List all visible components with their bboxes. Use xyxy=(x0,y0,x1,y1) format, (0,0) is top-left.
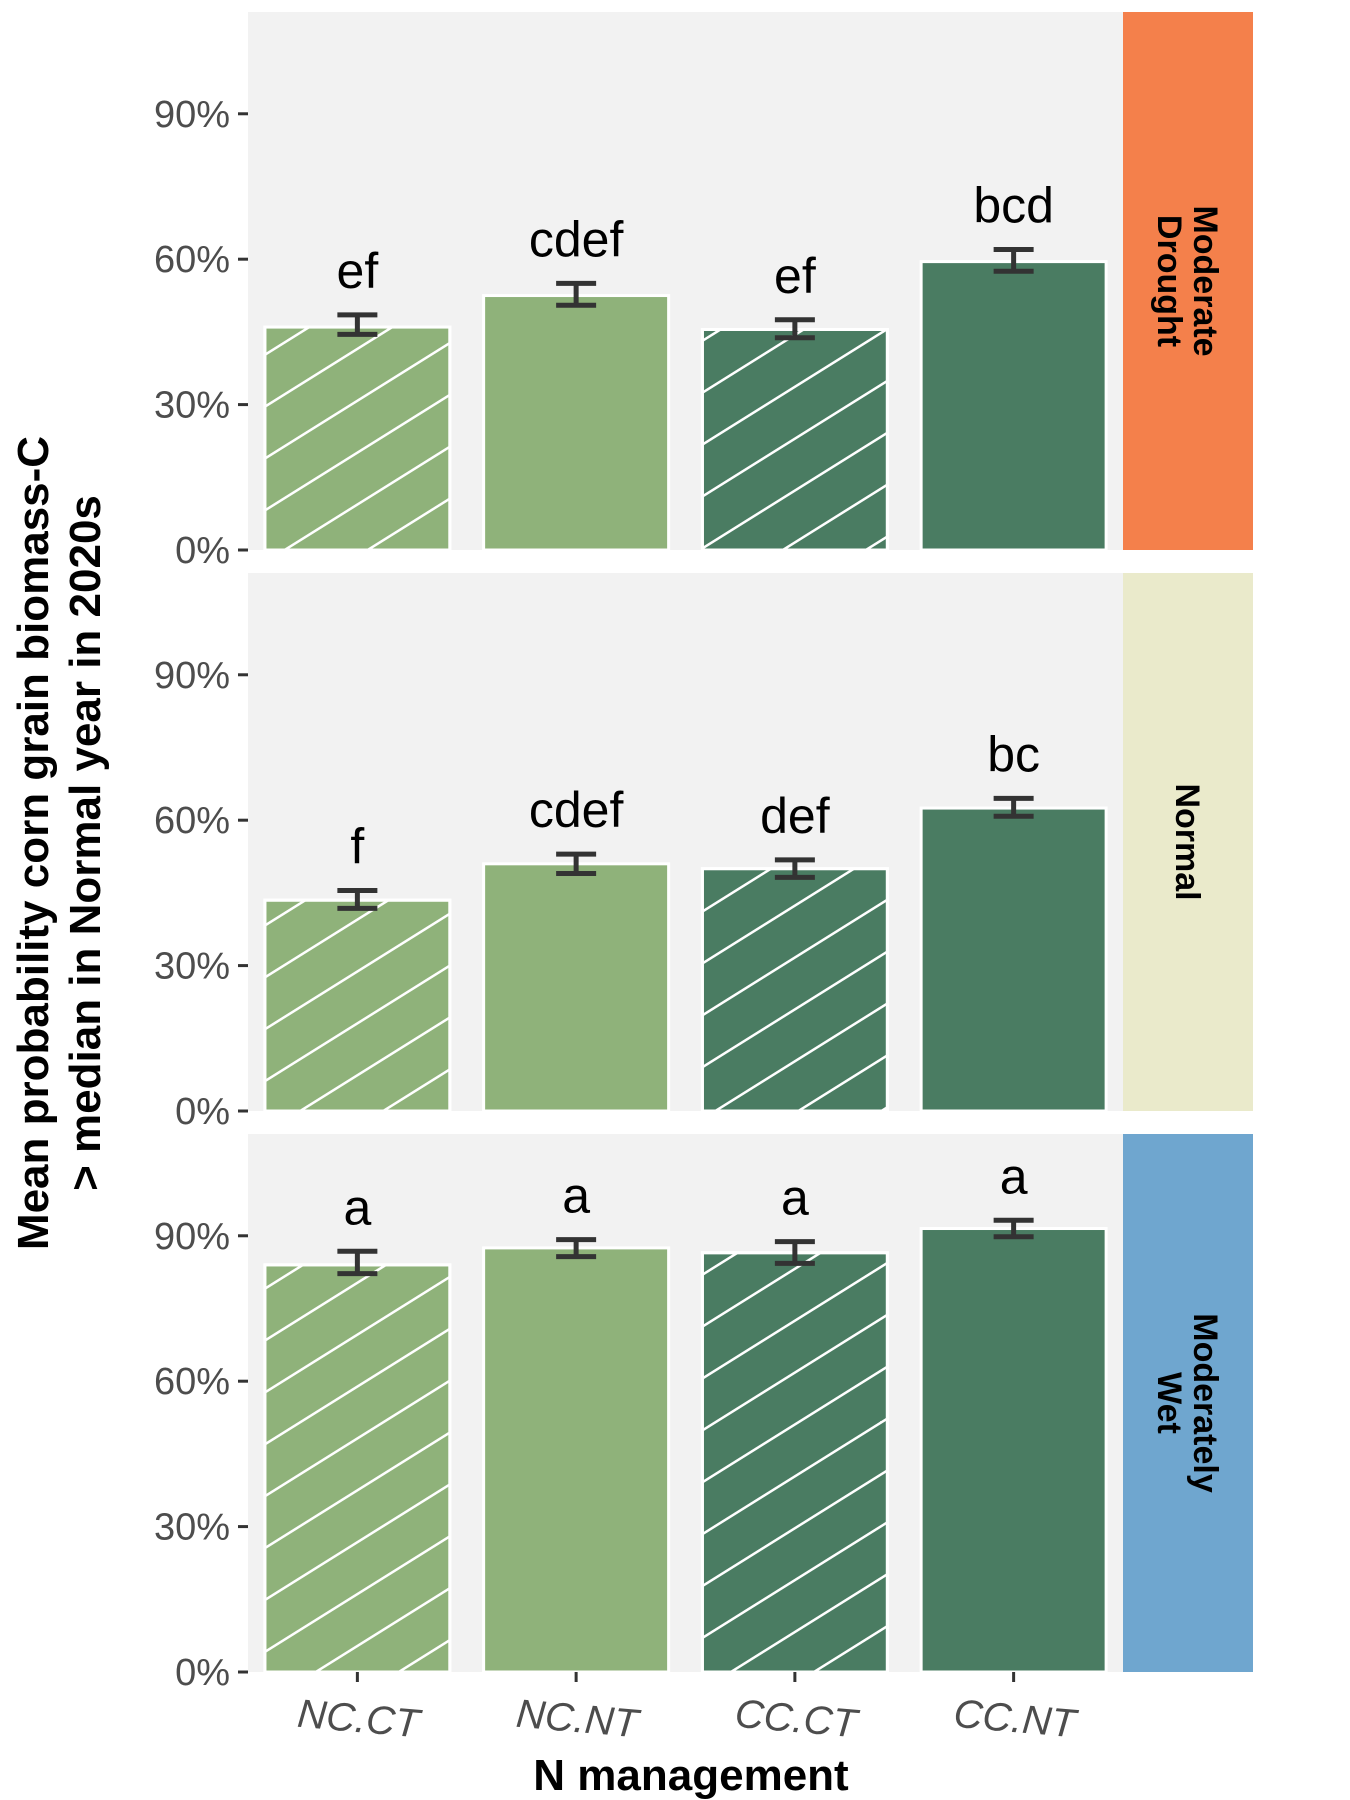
error-bar xyxy=(774,1239,815,1266)
significance-letter: ef xyxy=(774,248,816,304)
y-tick-label: 0% xyxy=(175,1652,230,1694)
bar xyxy=(482,294,671,552)
bar xyxy=(919,1227,1108,1674)
bar-hatch xyxy=(700,327,889,552)
y-tick-label: 30% xyxy=(154,385,230,427)
significance-letter: a xyxy=(781,1170,809,1226)
facet-strip xyxy=(1123,12,1253,550)
facet-strip-label: Moderately xyxy=(1186,1313,1224,1493)
bar xyxy=(482,862,671,1113)
x-tick-label: CC.CT xyxy=(733,1692,861,1747)
error-bar xyxy=(993,1217,1034,1240)
error-bar xyxy=(993,795,1034,819)
bar-hatch xyxy=(700,867,889,1113)
bar-hatch xyxy=(700,1251,889,1674)
y-axis-title-line-1: Mean probability corn grain biomass-C xyxy=(9,436,58,1250)
significance-letter: a xyxy=(1000,1148,1028,1204)
facet-strip xyxy=(1123,573,1253,1111)
y-tick-label: 60% xyxy=(154,800,230,842)
significance-letter: f xyxy=(350,818,364,874)
facet-strip-label: Normal xyxy=(1168,783,1206,900)
axis-layer: N management Mean probability corn grain… xyxy=(9,436,849,1800)
error-bar xyxy=(556,1237,597,1260)
error-bar xyxy=(774,857,815,880)
bar xyxy=(919,260,1108,552)
significance-letter: cdef xyxy=(529,782,624,838)
facet-strip-label: Wet xyxy=(1150,1372,1188,1434)
significance-letter: ef xyxy=(337,243,379,299)
x-tick-label: CC.NT xyxy=(952,1692,1080,1747)
error-bar xyxy=(774,317,815,341)
y-tick-label: 90% xyxy=(154,1216,230,1258)
panel-2: Normal 0% 30% 60% 90% f cdef def bc xyxy=(154,573,1253,1133)
error-bar xyxy=(337,887,378,911)
significance-letter: a xyxy=(562,1168,590,1224)
y-tick-label: 60% xyxy=(154,239,230,281)
y-tick-label: 90% xyxy=(154,655,230,697)
x-tick-label: NC.NT xyxy=(514,1692,642,1747)
significance-letter: bcd xyxy=(973,177,1054,233)
x-axis-title: N management xyxy=(533,1751,849,1800)
y-tick-label: 0% xyxy=(175,530,230,572)
facet-strip-label: Drought xyxy=(1150,215,1188,347)
y-axis-title-line-2: > median in Normal year in 2020s xyxy=(61,495,110,1191)
significance-letter: def xyxy=(760,788,830,844)
error-bar xyxy=(337,312,378,337)
x-tick-label: NC.CT xyxy=(296,1692,424,1747)
y-tick-label: 0% xyxy=(175,1091,230,1133)
y-tick-label: 30% xyxy=(154,1507,230,1549)
bar xyxy=(919,806,1108,1113)
facet-strip xyxy=(1123,1134,1253,1672)
y-tick-label: 30% xyxy=(154,946,230,988)
bar-hatch xyxy=(263,325,452,552)
error-bar xyxy=(556,851,597,877)
error-bar xyxy=(337,1248,378,1277)
bar xyxy=(482,1246,671,1674)
error-bar xyxy=(556,280,597,308)
error-bar xyxy=(993,246,1034,274)
bar-hatch xyxy=(263,1263,452,1674)
y-tick-label: 90% xyxy=(154,94,230,136)
facet-strip-label: Moderate xyxy=(1186,205,1224,356)
significance-letter: cdef xyxy=(529,211,624,267)
bar-hatch xyxy=(263,898,452,1113)
significance-letter: a xyxy=(343,1179,371,1235)
significance-letter: bc xyxy=(987,726,1040,782)
y-tick-label: 60% xyxy=(154,1361,230,1403)
